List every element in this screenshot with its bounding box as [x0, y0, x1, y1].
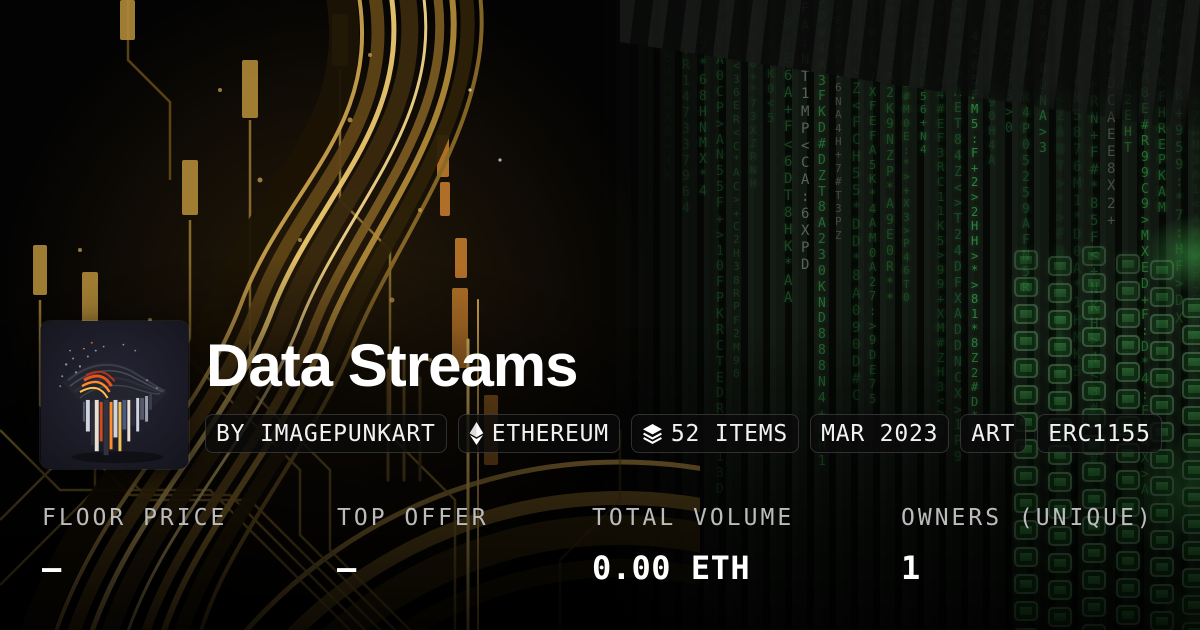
stat-label: FLOOR PRICE	[42, 505, 228, 531]
items-badge: 52 ITEMS	[630, 414, 800, 453]
category-badge-label: ART	[971, 420, 1016, 447]
avatar-artwork	[40, 321, 189, 469]
stat-label: TOTAL VOLUME	[592, 505, 795, 531]
chain-badge: ETHEREUM	[457, 414, 620, 453]
token-standard-badge: ERC1155	[1037, 414, 1162, 453]
date-badge: MAR 2023	[810, 414, 950, 453]
items-badge-label: 52 ITEMS	[670, 420, 789, 447]
collection-title: Data Streams	[206, 332, 579, 399]
creator-badge: BY IMAGEPUNKART	[205, 414, 447, 453]
creator-badge-label: BY IMAGEPUNKART	[216, 420, 436, 447]
stat-label: OWNERS (UNIQUE)	[901, 505, 1154, 531]
stat-total-volume: TOTAL VOLUME 0.00 ETH	[592, 505, 795, 585]
chain-badge-label: ETHEREUM	[491, 420, 609, 447]
stat-label: TOP OFFER	[337, 505, 489, 531]
badge-row: BY IMAGEPUNKART ETHEREUM	[205, 414, 1162, 453]
token-standard-badge-label: ERC1155	[1048, 420, 1151, 447]
ethereum-icon	[469, 422, 484, 445]
collection-avatar	[40, 321, 189, 469]
layers-icon	[642, 423, 663, 445]
stat-top-offer: TOP OFFER —	[337, 505, 489, 585]
stat-value: 0.00 ETH	[592, 549, 751, 587]
stat-owners: OWNERS (UNIQUE) 1	[901, 505, 1154, 585]
stat-value: —	[337, 549, 357, 587]
stat-value: 1	[901, 549, 921, 587]
date-badge-label: MAR 2023	[821, 420, 939, 447]
stat-value: —	[42, 549, 62, 587]
stat-floor-price: FLOOR PRICE —	[42, 505, 228, 585]
category-badge: ART	[960, 414, 1027, 453]
